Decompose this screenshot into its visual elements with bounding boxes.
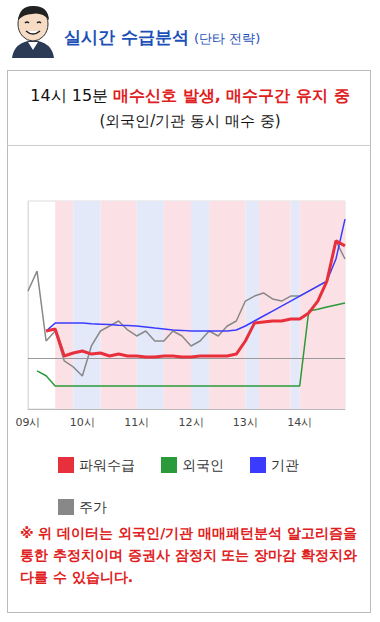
svg-text:외국인: 외국인	[182, 457, 224, 473]
svg-text:13시: 13시	[233, 416, 258, 429]
html-text:(외국인/기관 동시 매수 중): (외국인/기관 동시 매수 중)	[99, 112, 281, 130]
svg-text:12시: 12시	[179, 416, 204, 429]
html-text:14시 15분 매수신호 발생, 매수구간 유지 중: 14시 15분 매수신호 발생, 매수구간 유지 중	[30, 86, 350, 105]
svg-text:14시: 14시	[287, 416, 312, 429]
svg-text:10시: 10시	[70, 416, 95, 429]
svg-text:09시: 09시	[16, 416, 41, 429]
svg-text:주가: 주가	[79, 499, 107, 515]
svg-text:파워수급: 파워수급	[79, 457, 135, 473]
html-text:실시간 수급분석 (단타 전략): 실시간 수급분석 (단타 전략)	[64, 27, 261, 47]
svg-text:11시: 11시	[124, 416, 149, 429]
svg-text:기관: 기관	[271, 457, 299, 473]
html-text:※ 위 데이터는 외국인/기관 매매패턴분석 알고리즘을 통: ※ 위 데이터는 외국인/기관 매매패턴분석 알고리즘을 통한 추정치이며 증권…	[20, 525, 358, 585]
